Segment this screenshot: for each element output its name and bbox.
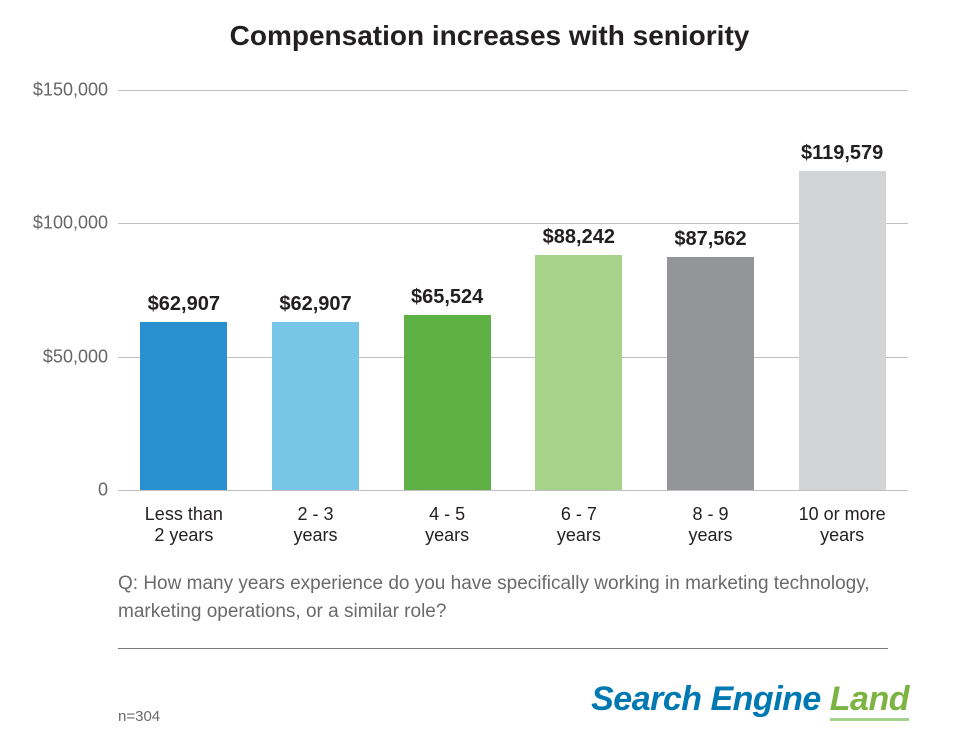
y-axis-label: $100,000 bbox=[33, 213, 118, 234]
gridline bbox=[118, 357, 908, 358]
x-category-label: Less than 2 years bbox=[118, 504, 250, 546]
bar: $62,907 bbox=[272, 322, 359, 490]
gridline bbox=[118, 90, 908, 91]
y-axis-label: $50,000 bbox=[43, 346, 118, 367]
brand-logo: Search Engine Land bbox=[591, 680, 909, 719]
x-category-label: 4 - 5 years bbox=[381, 504, 513, 546]
bar-value-label: $65,524 bbox=[411, 286, 483, 315]
survey-question: Q: How many years experience do you have… bbox=[118, 570, 888, 625]
bar-value-label: $62,907 bbox=[279, 293, 351, 322]
x-category-label: 2 - 3 years bbox=[250, 504, 382, 546]
y-axis-label: $150,000 bbox=[33, 80, 118, 101]
brand-word-3: Land bbox=[830, 680, 909, 721]
bar-value-label: $88,242 bbox=[543, 226, 615, 255]
bar: $62,907 bbox=[140, 322, 227, 490]
x-category-label: 8 - 9 years bbox=[645, 504, 777, 546]
x-axis: Less than 2 years2 - 3 years4 - 5 years6… bbox=[118, 490, 908, 504]
bar: $88,242 bbox=[535, 255, 622, 490]
plot-area: Less than 2 years2 - 3 years4 - 5 years6… bbox=[118, 90, 908, 490]
bar: $119,579 bbox=[799, 171, 886, 490]
bar-value-label: $119,579 bbox=[801, 142, 883, 171]
footer-divider bbox=[118, 648, 888, 649]
bar: $87,562 bbox=[667, 257, 754, 490]
y-axis-label: 0 bbox=[98, 480, 118, 501]
bar-value-label: $62,907 bbox=[148, 293, 220, 322]
brand-word-2: Engine bbox=[710, 680, 829, 718]
x-category-label: 10 or more years bbox=[776, 504, 908, 546]
x-category-label: 6 - 7 years bbox=[513, 504, 645, 546]
brand-word-1: Search bbox=[591, 680, 710, 718]
gridline bbox=[118, 223, 908, 224]
gridline bbox=[118, 490, 908, 491]
chart-container: Compensation increases with seniority Le… bbox=[0, 0, 979, 747]
bar-value-label: $87,562 bbox=[674, 228, 746, 257]
sample-size-label: n=304 bbox=[118, 708, 160, 725]
chart-title: Compensation increases with seniority bbox=[0, 20, 979, 52]
bar: $65,524 bbox=[404, 315, 491, 490]
